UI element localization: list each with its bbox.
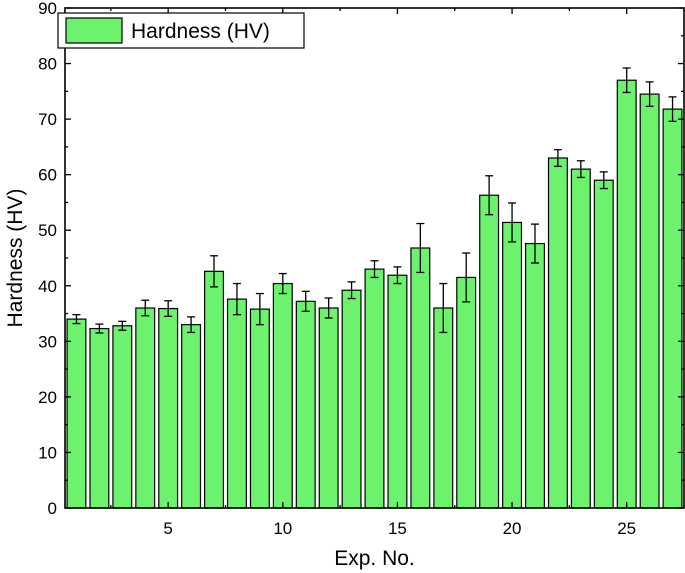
bar (547, 157, 568, 509)
y-tick-label: 10 (38, 443, 57, 462)
bar (272, 282, 293, 509)
y-tick-label: 50 (38, 221, 57, 240)
y-tick-label: 0 (48, 499, 57, 518)
error-bar (232, 282, 241, 316)
error-bar (187, 316, 196, 334)
bar (570, 168, 591, 509)
error-bar (210, 255, 219, 288)
error-bar (599, 171, 608, 190)
error-bar (72, 314, 81, 325)
error-bar (370, 260, 379, 279)
x-tick-label: 15 (388, 519, 407, 538)
bar (502, 221, 523, 509)
error-bar (645, 81, 654, 107)
error-bar (485, 175, 494, 216)
error-bar (622, 67, 631, 94)
bar (204, 270, 225, 509)
y-tick-label: 20 (38, 388, 57, 407)
error-bar (530, 223, 539, 264)
bar (66, 318, 87, 509)
error-bar (301, 290, 310, 312)
y-axis-title: Hardness (HV) (4, 189, 27, 328)
bar (295, 300, 316, 509)
error-bar (118, 320, 127, 331)
bar (89, 327, 110, 509)
x-tick-label: 5 (163, 519, 172, 538)
error-bar (255, 292, 264, 326)
bar (226, 298, 247, 509)
error-bar (553, 149, 562, 167)
x-tick-label: 20 (503, 519, 522, 538)
x-tick-label: 10 (273, 519, 292, 538)
bar (662, 108, 683, 509)
error-bar (668, 96, 677, 122)
legend-swatch (65, 17, 123, 44)
y-tick-label: 80 (38, 55, 57, 74)
y-tick-label: 60 (38, 166, 57, 185)
bar (181, 324, 202, 509)
bar (318, 307, 339, 509)
bars-layer (66, 79, 683, 509)
error-bar (393, 266, 402, 285)
bar (364, 268, 385, 509)
error-bar (416, 222, 425, 274)
bar (456, 276, 477, 509)
error-bar (462, 252, 471, 303)
y-tick-label: 40 (38, 277, 57, 296)
y-tick-label: 30 (38, 332, 57, 351)
error-bar (164, 300, 173, 317)
error-bar (347, 281, 356, 300)
legend-label: Hardness (HV) (131, 20, 270, 43)
bar (341, 289, 362, 509)
bar (387, 274, 408, 509)
legend: Hardness (HV) (57, 12, 305, 49)
ticks-layer: 0 10 20 30 40 50 60 70 80 90 5 10 15 20 25 (38, 0, 685, 538)
bar (639, 93, 660, 509)
bar (433, 307, 454, 509)
y-tick-label: 90 (38, 0, 57, 18)
bar (410, 247, 431, 509)
error-bars-layer (72, 67, 677, 334)
error-bar (278, 272, 287, 295)
bar (524, 242, 545, 509)
error-bar (576, 160, 585, 179)
error-bar (508, 202, 517, 243)
error-bar (324, 297, 333, 319)
bar (593, 179, 614, 509)
x-axis-title: Exp. No. (334, 547, 415, 570)
error-bar (439, 282, 448, 334)
bar (135, 307, 156, 509)
bar (112, 325, 133, 509)
bar (158, 307, 179, 509)
error-bar (141, 299, 150, 317)
bar (479, 194, 500, 509)
x-tick-label: 25 (617, 519, 636, 538)
y-tick-label: 70 (38, 110, 57, 129)
error-bar (95, 323, 104, 334)
bar (616, 79, 637, 509)
bar (249, 308, 270, 509)
